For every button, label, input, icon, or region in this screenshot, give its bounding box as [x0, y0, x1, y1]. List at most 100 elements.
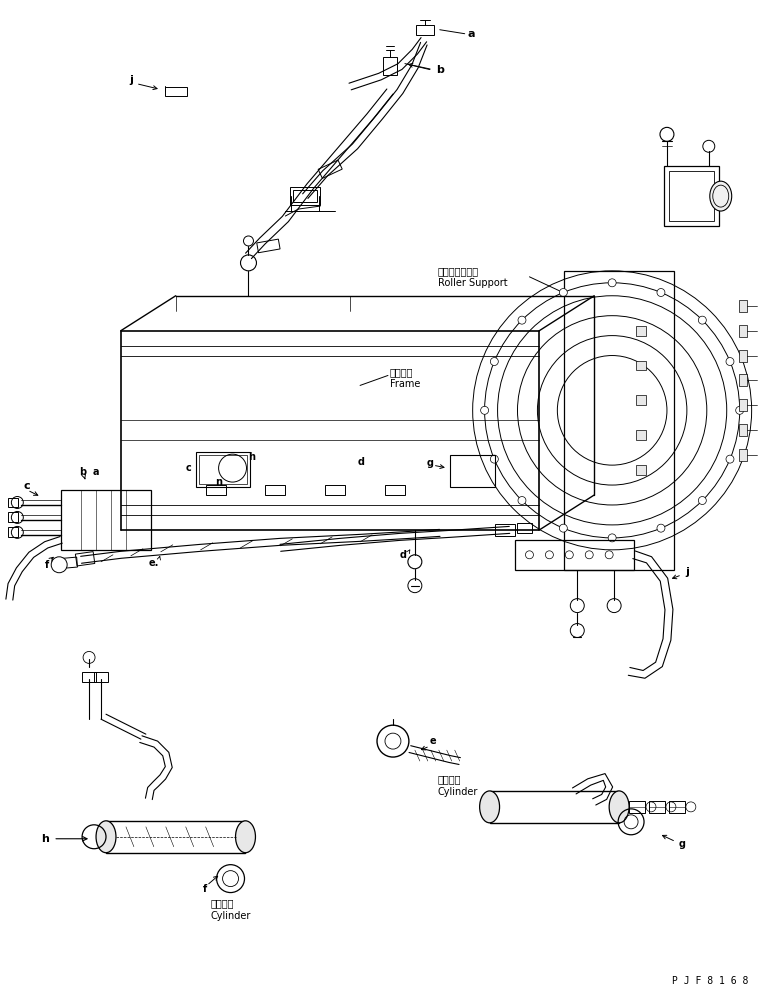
Text: e: e	[430, 736, 437, 746]
Text: h: h	[41, 834, 49, 844]
Circle shape	[570, 624, 584, 638]
Text: h: h	[249, 452, 256, 462]
Bar	[514, 540, 634, 570]
Bar	[325, 485, 345, 495]
Circle shape	[408, 579, 422, 593]
Text: フレーム: フレーム	[390, 367, 413, 377]
Bar	[739, 299, 747, 311]
Bar	[8, 528, 18, 538]
Circle shape	[726, 455, 734, 463]
Circle shape	[608, 534, 616, 542]
Bar	[636, 325, 646, 335]
Bar	[495, 524, 514, 536]
Text: d: d	[400, 550, 407, 560]
Bar	[196, 452, 250, 487]
Text: a: a	[93, 467, 100, 477]
Circle shape	[408, 555, 422, 569]
Circle shape	[726, 357, 734, 365]
Text: b: b	[436, 65, 444, 75]
Bar	[636, 360, 646, 370]
Text: g: g	[427, 458, 434, 468]
Circle shape	[703, 140, 715, 152]
Bar	[82, 673, 96, 683]
Ellipse shape	[710, 181, 732, 211]
Circle shape	[83, 652, 95, 664]
Text: シリンダ: シリンダ	[211, 899, 234, 909]
Circle shape	[646, 802, 656, 812]
Bar	[385, 485, 405, 495]
Text: b: b	[79, 467, 86, 477]
Text: j: j	[129, 74, 133, 84]
Bar	[205, 485, 225, 495]
Text: Roller Support: Roller Support	[438, 278, 508, 288]
Bar	[739, 349, 747, 361]
Bar	[739, 399, 747, 411]
Bar	[517, 523, 533, 533]
Circle shape	[605, 551, 613, 559]
Bar	[739, 374, 747, 386]
Bar	[636, 430, 646, 440]
Bar	[266, 485, 285, 495]
Circle shape	[490, 357, 498, 365]
Circle shape	[11, 496, 24, 509]
Ellipse shape	[236, 821, 256, 853]
Bar	[94, 673, 108, 683]
Ellipse shape	[96, 821, 116, 853]
Circle shape	[11, 527, 24, 539]
Bar	[669, 801, 685, 813]
Bar	[450, 455, 495, 487]
Circle shape	[518, 316, 526, 324]
Bar	[664, 166, 718, 226]
Bar	[489, 791, 619, 823]
Circle shape	[525, 551, 533, 559]
Circle shape	[607, 599, 621, 613]
Bar	[75, 552, 95, 566]
Bar	[636, 395, 646, 405]
Bar	[416, 25, 434, 35]
Text: f: f	[202, 884, 207, 894]
Circle shape	[570, 599, 584, 613]
Circle shape	[481, 406, 489, 414]
Text: c: c	[24, 481, 30, 491]
Circle shape	[660, 127, 674, 141]
Circle shape	[585, 551, 594, 559]
Bar	[383, 57, 397, 74]
Text: g: g	[679, 839, 686, 849]
Circle shape	[657, 525, 665, 533]
Text: シリンダ: シリンダ	[438, 774, 461, 784]
Circle shape	[240, 255, 256, 271]
Text: d: d	[358, 457, 365, 467]
Bar	[293, 190, 317, 202]
Circle shape	[608, 279, 616, 286]
Circle shape	[565, 551, 573, 559]
Circle shape	[11, 512, 24, 524]
Circle shape	[559, 525, 568, 533]
Bar	[565, 271, 674, 570]
Bar	[291, 187, 320, 205]
Text: j: j	[685, 567, 689, 577]
Circle shape	[699, 316, 706, 324]
Circle shape	[244, 236, 253, 246]
Bar	[106, 821, 246, 853]
Bar	[669, 171, 714, 221]
Text: f: f	[45, 560, 49, 570]
Text: P J F 8 1 6 8: P J F 8 1 6 8	[672, 976, 749, 986]
Bar	[165, 86, 186, 96]
Text: a: a	[468, 29, 475, 39]
Bar	[629, 801, 645, 813]
Bar	[636, 465, 646, 475]
Circle shape	[736, 406, 743, 414]
Bar	[318, 160, 342, 178]
Circle shape	[518, 496, 526, 505]
Circle shape	[666, 802, 676, 812]
Bar	[649, 801, 665, 813]
Bar	[61, 490, 151, 550]
Text: Frame: Frame	[390, 379, 420, 389]
Text: n: n	[215, 477, 223, 487]
Ellipse shape	[609, 791, 629, 823]
Bar	[8, 497, 18, 508]
Bar	[199, 455, 247, 484]
Bar	[61, 558, 78, 569]
Circle shape	[51, 557, 67, 573]
Ellipse shape	[479, 791, 499, 823]
